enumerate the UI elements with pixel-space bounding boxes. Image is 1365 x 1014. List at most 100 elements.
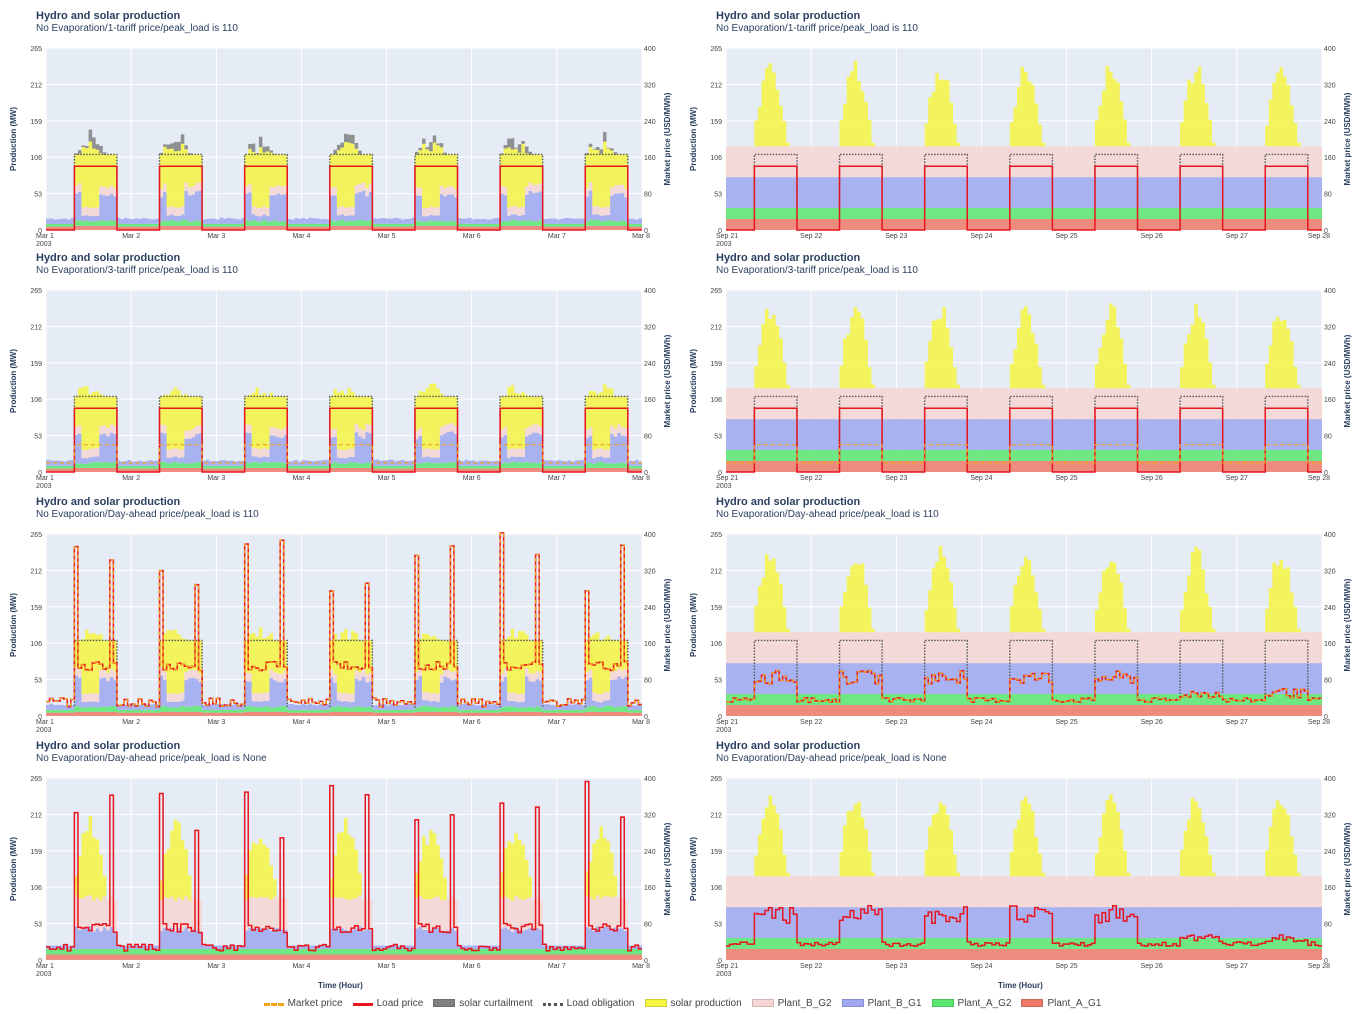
y-axis-title: Production (MW) (689, 837, 698, 901)
legend-item[interactable]: Plant_A_G2 (931, 995, 1012, 1011)
y2-tick-label: 400 (644, 532, 656, 539)
x-tick-label: Sep 23 (885, 233, 907, 240)
y2-tick-label: 240 (644, 605, 656, 612)
y-tick-label: 212 (30, 568, 42, 575)
chart-title: Hydro and solar production (36, 740, 181, 752)
x-tick-label: Sep 27 (1226, 233, 1248, 240)
y2-axis-title: Market price (USD/MWh) (1343, 92, 1352, 185)
y2-tick-label: 240 (644, 361, 656, 368)
legend-item[interactable]: Load obligation (542, 995, 635, 1011)
y2-tick-label: 240 (1324, 119, 1336, 126)
x-tick-label: Mar 1 (36, 475, 54, 482)
legend-swatch-icon (644, 999, 667, 1007)
y2-tick-label: 240 (1324, 361, 1336, 368)
plant-b-g1-area (726, 419, 1322, 451)
x-tick-label: Mar 5 (378, 475, 396, 482)
chart-subtitle: No Evaporation/Day-ahead price/peak_load… (716, 753, 947, 764)
y2-tick-label: 160 (644, 155, 656, 162)
legend-item[interactable]: Plant_A_G1 (1021, 995, 1101, 1011)
y2-tick-label: 0 (1324, 714, 1328, 721)
chart-subtitle: No Evaporation/3-tariff price/peak_load … (36, 265, 238, 276)
legend-item[interactable]: solar production (644, 995, 742, 1011)
solar-production-area (46, 141, 642, 220)
y2-tick-label: 80 (644, 922, 652, 929)
y-tick-label: 53 (714, 434, 722, 441)
y-tick-label: 106 (30, 885, 42, 892)
y2-tick-label: 80 (1324, 678, 1332, 685)
y2-tick-label: 400 (644, 776, 656, 783)
legend-item[interactable]: Plant_B_G1 (841, 995, 922, 1011)
x-tick-label: Sep 22 (800, 719, 822, 726)
y-tick-label: 0 (38, 228, 42, 235)
y2-tick-label: 160 (1324, 155, 1336, 162)
y-tick-label: 159 (30, 361, 42, 368)
legend-item[interactable]: Plant_B_G2 (751, 995, 832, 1011)
market-price-line (46, 532, 642, 708)
y-tick-label: 53 (34, 678, 42, 685)
x-tick-label: Mar 6 (463, 233, 481, 240)
chart-panel: Hydro and solar production No Evaporation… (680, 4, 1360, 248)
plant-b-g2-area (46, 182, 642, 220)
x-tick-label: Sep 27 (1226, 719, 1248, 726)
legend-swatch-icon (433, 999, 456, 1007)
y-tick-label: 53 (34, 922, 42, 929)
y2-tick-label: 400 (1324, 288, 1336, 295)
legend-swatch-icon (1021, 999, 1044, 1007)
chart-panel: Hydro and solar production No Evaporation… (0, 490, 680, 734)
chart-title: Hydro and solar production (716, 10, 861, 22)
x-tick-label: Sep 22 (800, 475, 822, 482)
legend-swatch-icon (352, 1002, 373, 1006)
y2-tick-label: 320 (1324, 812, 1336, 819)
x-tick-label: Mar 2 (122, 963, 140, 970)
x-tick-year-label: 2003 (36, 483, 52, 490)
y2-tick-label: 80 (1324, 922, 1332, 929)
x-tick-label: Mar 5 (378, 719, 396, 726)
legend-swatch-icon (263, 1002, 284, 1006)
y2-tick-label: 0 (1324, 958, 1328, 965)
y-tick-label: 0 (718, 228, 722, 235)
x-tick-year-label: 2003 (716, 241, 732, 248)
y-tick-label: 212 (710, 812, 722, 819)
y-tick-label: 265 (710, 46, 722, 53)
x-tick-label: Mar 8 (632, 963, 650, 970)
x-tick-label: Sep 26 (1141, 475, 1163, 482)
y-axis-title: Production (MW) (689, 593, 698, 657)
legend-item[interactable]: solar curtailment (433, 995, 533, 1011)
x-tick-label: Sep 25 (1055, 719, 1077, 726)
legend-item[interactable]: Load price (352, 995, 423, 1011)
x-tick-label: Sep 25 (1055, 233, 1077, 240)
legend-swatch-icon (751, 999, 774, 1007)
x-tick-label: Sep 27 (1226, 963, 1248, 970)
y2-axis-title: Market price (USD/MWh) (663, 578, 672, 671)
plant-b-g1-area (726, 177, 1322, 209)
y2-tick-label: 400 (1324, 532, 1336, 539)
x-tick-year-label: 2003 (36, 241, 52, 248)
y2-tick-label: 240 (644, 119, 656, 126)
y-tick-label: 53 (34, 434, 42, 441)
y2-tick-label: 240 (644, 849, 656, 856)
y2-tick-label: 400 (1324, 776, 1336, 783)
x-tick-label: Mar 3 (207, 233, 225, 240)
load-obligation-line (73, 153, 629, 222)
x-tick-label: Sep 28 (1308, 475, 1330, 482)
y-tick-label: 265 (710, 532, 722, 539)
x-tick-label: Mar 3 (207, 719, 225, 726)
legend-label: Plant_A_G2 (957, 997, 1012, 1009)
y-tick-label: 106 (30, 641, 42, 648)
y-tick-label: 265 (710, 776, 722, 783)
y-tick-label: 106 (710, 397, 722, 404)
y-tick-label: 0 (718, 714, 722, 721)
legend-item[interactable]: Market price (263, 995, 343, 1011)
x-tick-year-label: 2003 (36, 971, 52, 978)
x-tick-label: Mar 2 (122, 719, 140, 726)
x-tick-label: Sep 28 (1308, 233, 1330, 240)
chart-panel: Hydro and solar production No Evaporation… (680, 246, 1360, 490)
legend-label: Market price (287, 997, 343, 1009)
x-tick-label: Mar 7 (548, 233, 566, 240)
y2-tick-label: 320 (1324, 568, 1336, 575)
x-tick-label: Mar 4 (292, 719, 310, 726)
x-tick-label: Mar 2 (122, 475, 140, 482)
